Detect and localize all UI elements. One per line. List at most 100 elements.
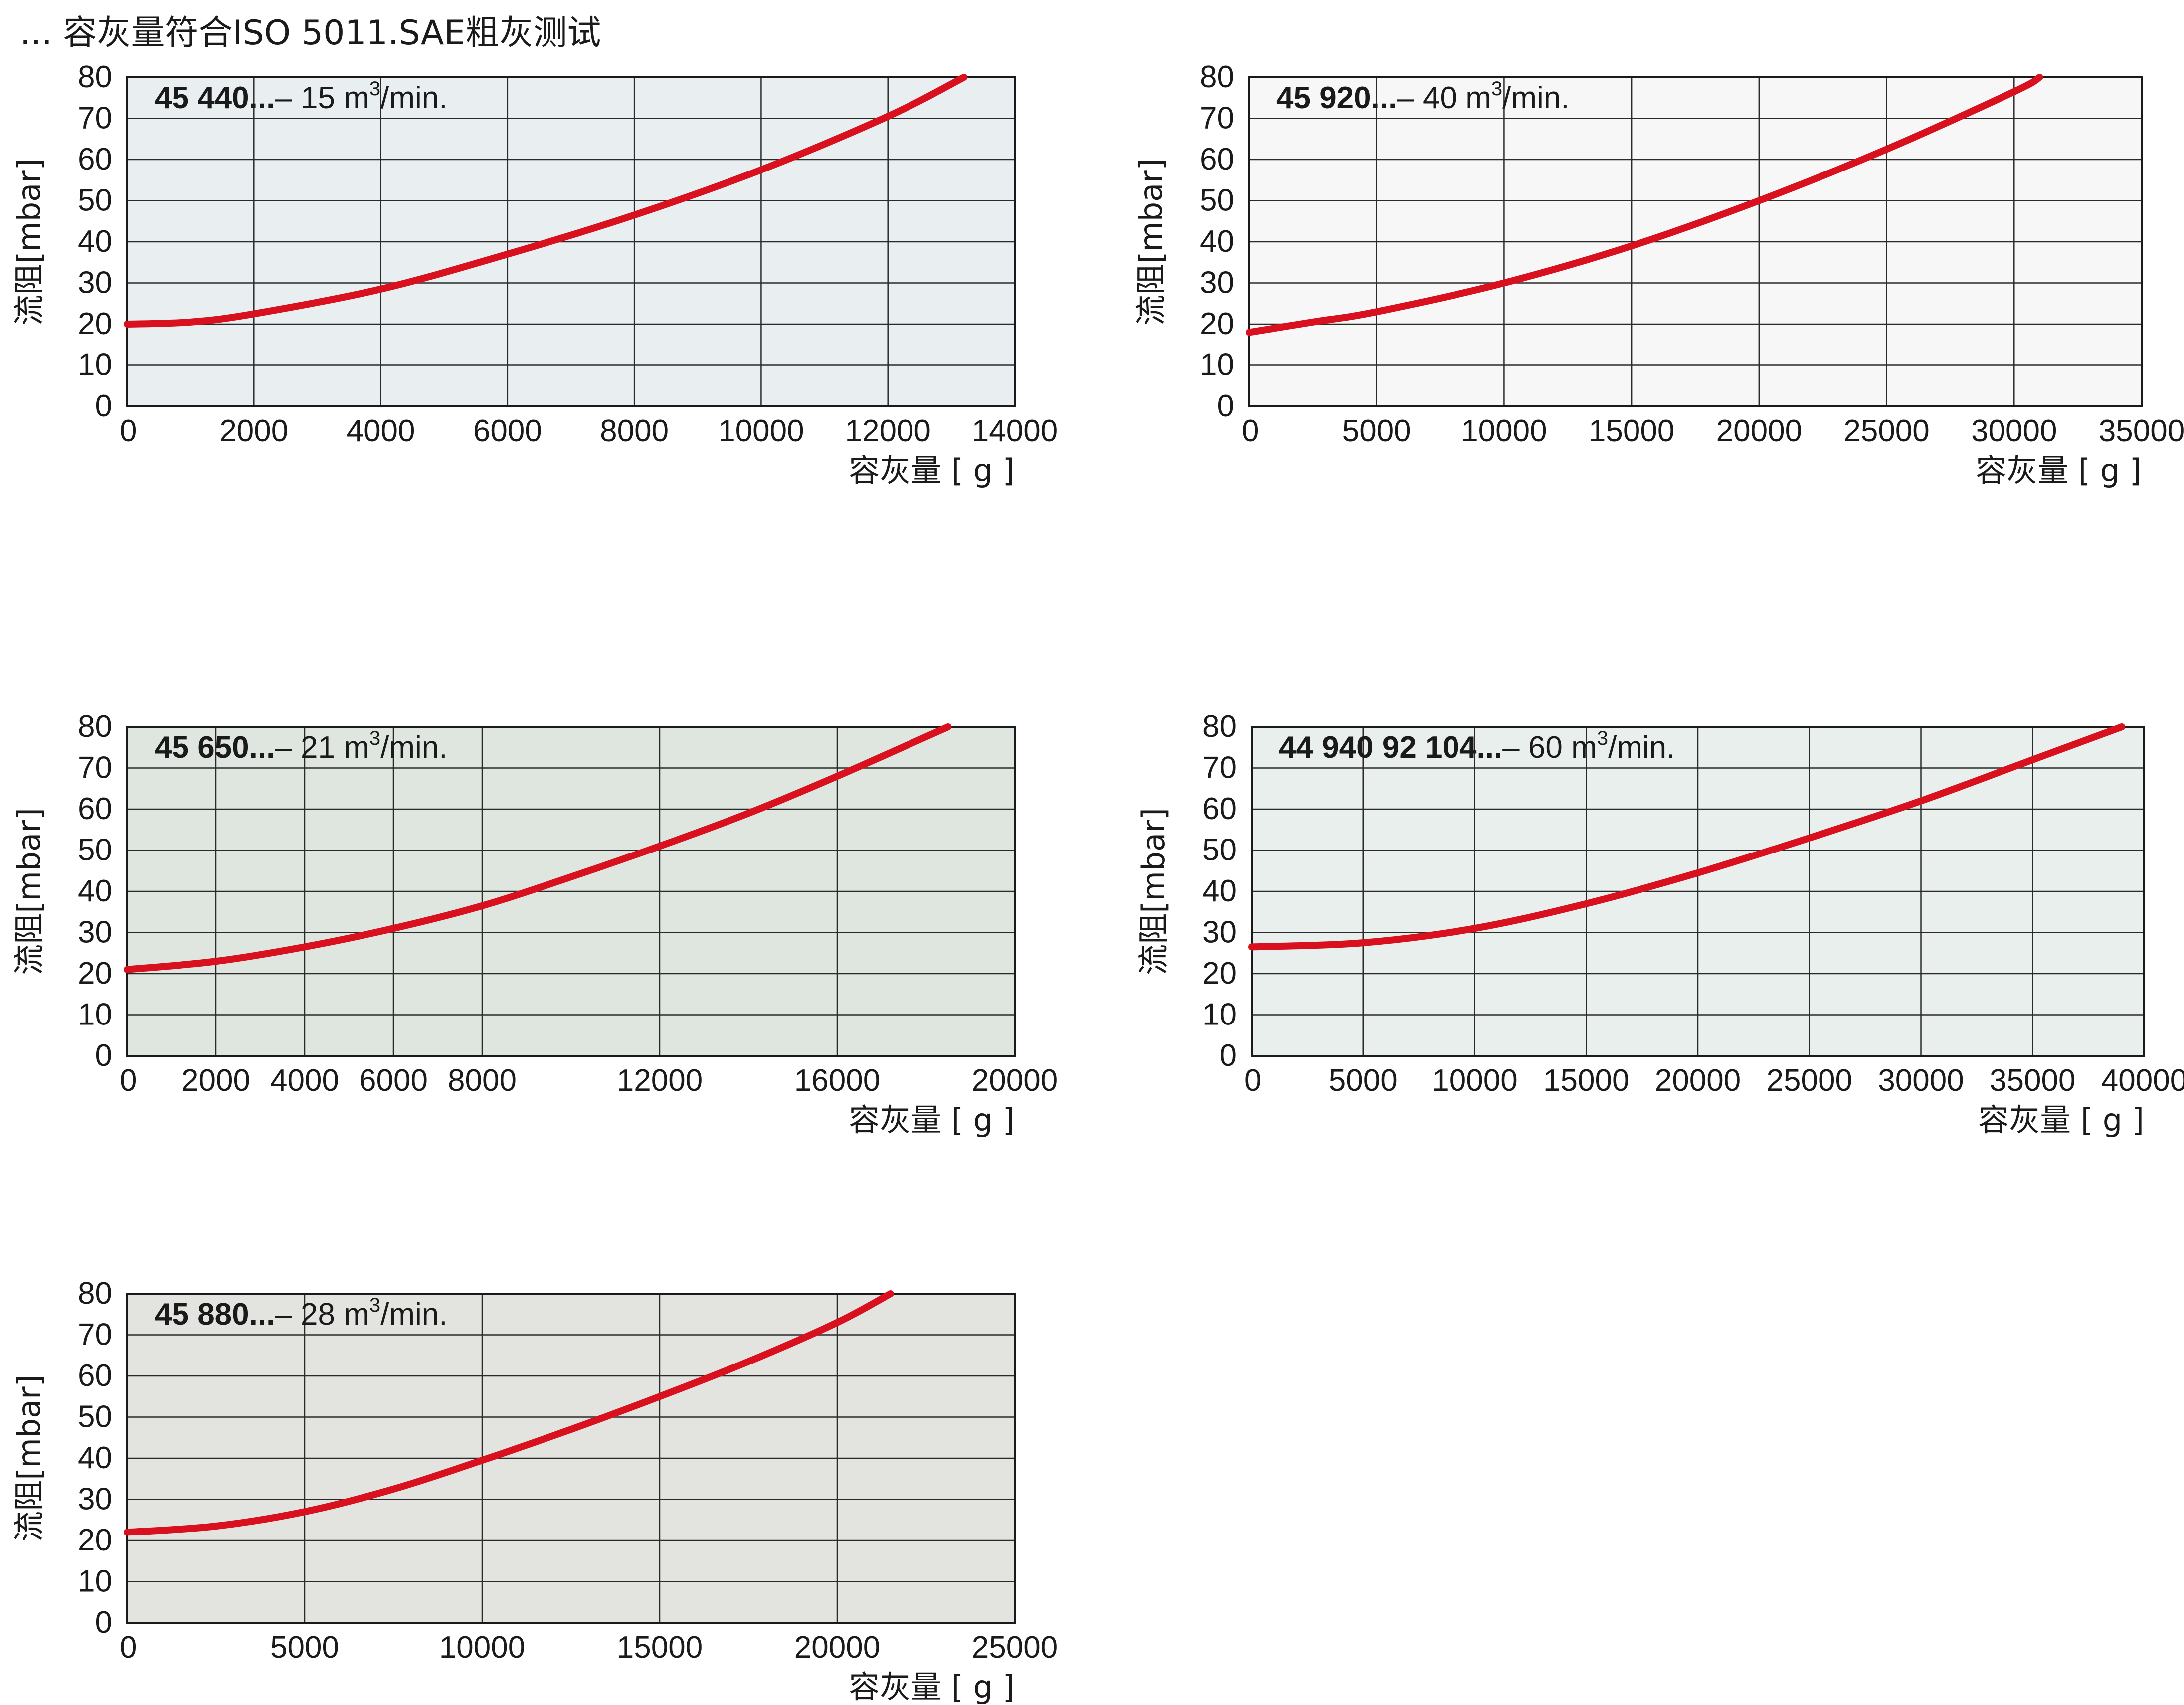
- chart-1-resistance-curve: [1246, 74, 2043, 336]
- chart-0-y-tick-label: 30: [78, 266, 112, 300]
- chart-0-x-tick-label: 12000: [845, 414, 931, 448]
- chart-1-y-tick-label: 80: [1200, 60, 1234, 94]
- chart-4-y-axis-title: 流阻[mbar]: [11, 1374, 47, 1542]
- chart-3-x-tick-label: 5000: [1329, 1063, 1398, 1098]
- chart-1-y-tick-label: 70: [1200, 101, 1234, 136]
- chart-3-y-tick-label: 0: [1220, 1038, 1237, 1073]
- chart-2-y-tick-label: 70: [78, 751, 112, 785]
- chart-4-plot-frame: [126, 1293, 1016, 1624]
- chart-3-x-tick-label: 25000: [1767, 1063, 1852, 1098]
- chart-0-flow-unit-sup: 3: [369, 78, 380, 100]
- chart-0-plot-frame: [126, 76, 1016, 407]
- chart-2-x-tick-label: 16000: [794, 1063, 880, 1098]
- chart-2-y-tick-label: 40: [78, 874, 112, 908]
- chart-2-y-tick-label: 10: [78, 998, 112, 1032]
- chart-2-flow-unit-sup: 3: [369, 727, 380, 749]
- chart-0-y-tick-label: 20: [78, 307, 112, 341]
- chart-4-x-tick-label: 25000: [972, 1630, 1058, 1665]
- chart-4-model-number: 45 880...: [155, 1297, 275, 1332]
- chart-4-x-tick-label: 15000: [617, 1630, 703, 1665]
- chart-0-flow-rate: – 15 m: [275, 81, 369, 115]
- chart-2-plot-frame: [126, 726, 1016, 1057]
- chart-3-y-tick-label: 60: [1202, 792, 1237, 826]
- chart-3-y-tick-label: 30: [1202, 915, 1237, 950]
- chart-1-y-tick-label: 40: [1200, 224, 1234, 259]
- chart-2-y-axis-title: 流阻[mbar]: [11, 808, 47, 975]
- chart-1-x-tick-label: 20000: [1716, 414, 1802, 448]
- chart-3-x-tick-label: 15000: [1543, 1063, 1629, 1098]
- chart-0-y-tick-label: 70: [78, 101, 112, 136]
- chart-2-x-tick-label: 6000: [359, 1063, 428, 1098]
- chart-1-x-tick-label: 15000: [1589, 414, 1674, 448]
- chart-0-x-tick-label: 10000: [718, 414, 804, 448]
- chart-4-y-tick-label: 60: [78, 1359, 112, 1393]
- chart-3-flow-unit-sup: 3: [1597, 727, 1608, 749]
- chart-1-series-label: 45 920...– 40 m3/min.: [1276, 78, 1569, 115]
- chart-4-y-tick-label: 80: [78, 1276, 112, 1311]
- chart-3-x-tick-label: 35000: [1990, 1063, 2075, 1098]
- chart-4-x-tick-label: 0: [120, 1630, 137, 1665]
- chart-2-y-tick-label: 50: [78, 833, 112, 867]
- chart-0-resistance-curve: [124, 74, 968, 328]
- chart-1-x-tick-label: 25000: [1843, 414, 1929, 448]
- chart-2-y-tick-label: 60: [78, 792, 112, 826]
- chart-3-x-tick-label: 20000: [1655, 1063, 1741, 1098]
- chart-2-resistance-curve: [124, 723, 952, 973]
- chart-3-y-tick-label: 40: [1202, 874, 1237, 908]
- chart-1-model-number: 45 920...: [1276, 81, 1397, 115]
- chart-0-flow-unit-suffix: /min.: [380, 81, 447, 115]
- chart-0-x-tick-label: 8000: [600, 414, 669, 448]
- chart-1-y-tick-label: 50: [1200, 183, 1234, 218]
- chart-4-x-tick-label: 20000: [794, 1630, 880, 1665]
- chart-4-y-tick-label: 10: [78, 1564, 112, 1599]
- chart-2-series-label: 45 650...– 21 m3/min.: [155, 727, 447, 765]
- chart-3-y-tick-label: 80: [1202, 709, 1237, 744]
- chart-2-x-tick-label: 0: [120, 1063, 137, 1098]
- chart-3-y-tick-label: 20: [1202, 956, 1237, 991]
- chart-3-resistance-curve: [1248, 723, 2126, 951]
- chart-3-x-tick-label: 10000: [1432, 1063, 1517, 1098]
- chart-1-x-tick-label: 10000: [1461, 414, 1547, 448]
- chart-4-y-tick-label: 0: [95, 1605, 112, 1640]
- chart-2-x-tick-label: 8000: [448, 1063, 517, 1098]
- chart-1-y-tick-label: 60: [1200, 142, 1234, 176]
- chart-2-y-tick-label: 30: [78, 915, 112, 950]
- chart-1-flow-unit-sup: 3: [1491, 78, 1502, 100]
- chart-0-model-number: 45 440...: [155, 81, 275, 115]
- chart-4-x-tick-label: 5000: [270, 1630, 339, 1665]
- chart-0-x-axis-title: 容灰量 [ g ]: [849, 452, 1015, 489]
- chart-2-x-tick-label: 20000: [972, 1063, 1058, 1098]
- chart-3-flow-unit-suffix: /min.: [1608, 730, 1675, 765]
- chart-4-y-tick-label: 30: [78, 1482, 112, 1517]
- chart-1-y-axis-title: 流阻[mbar]: [1133, 158, 1169, 326]
- chart-4-y-tick-label: 70: [78, 1318, 112, 1352]
- chart-3-model-number: 44 940 92 104...: [1279, 730, 1502, 765]
- chart-2-y-tick-label: 80: [78, 709, 112, 744]
- chart-1-x-tick-label: 5000: [1342, 414, 1411, 448]
- chart-1-y-tick-label: 10: [1200, 348, 1234, 382]
- chart-4-x-axis-title: 容灰量 [ g ]: [849, 1669, 1015, 1705]
- chart-4-y-tick-label: 40: [78, 1441, 112, 1475]
- chart-2-model-number: 45 650...: [155, 730, 275, 765]
- chart-2-x-tick-label: 4000: [270, 1063, 339, 1098]
- chart-4-series-label: 45 880...– 28 m3/min.: [155, 1294, 447, 1332]
- chart-0-x-tick-label: 4000: [347, 414, 415, 448]
- chart-3-y-axis-title: 流阻[mbar]: [1135, 808, 1172, 975]
- page-title: ... 容灰量符合ISO 5011.SAE粗灰测试: [20, 13, 601, 53]
- chart-0-y-tick-label: 50: [78, 183, 112, 218]
- chart-4-y-tick-label: 20: [78, 1523, 112, 1557]
- chart-3-x-tick-label: 0: [1244, 1063, 1261, 1098]
- chart-4-resistance-curve: [124, 1290, 894, 1536]
- chart-2-flow-rate: – 21 m: [275, 730, 369, 765]
- chart-3-y-tick-label: 10: [1202, 998, 1237, 1032]
- chart-0-y-tick-label: 10: [78, 348, 112, 382]
- chart-2-y-tick-label: 20: [78, 956, 112, 991]
- chart-2-x-tick-label: 12000: [617, 1063, 703, 1098]
- chart-3-series-label: 44 940 92 104...– 60 m3/min.: [1279, 727, 1675, 765]
- chart-3-y-tick-label: 50: [1202, 833, 1237, 867]
- chart-0-y-axis-title: 流阻[mbar]: [11, 158, 47, 326]
- chart-3-x-tick-label: 40000: [2101, 1063, 2184, 1098]
